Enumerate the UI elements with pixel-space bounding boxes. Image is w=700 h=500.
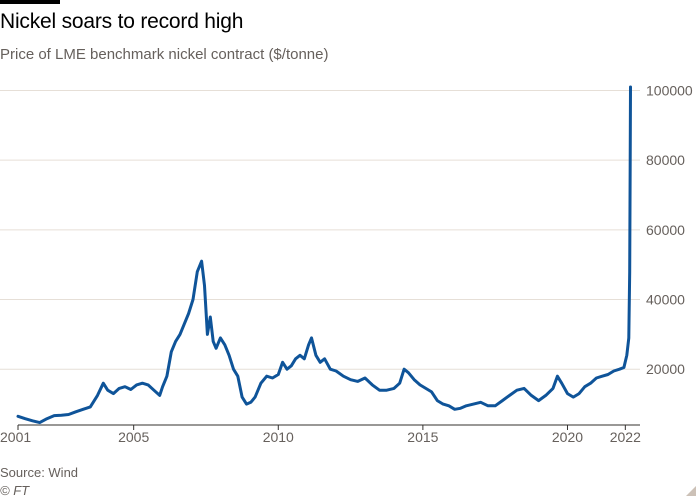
y-tick-label: 60000 [646,222,685,238]
copyright: © FT [0,483,30,498]
chart-title: Nickel soars to record high [0,10,244,33]
x-tick-label: 2005 [118,429,149,445]
y-axis: 20000 40000 60000 80000 100000 [646,82,693,377]
y-tick-label: 20000 [646,361,685,377]
y-tick-label: 100000 [646,82,693,98]
x-axis: 2001 2005 2010 2015 2020 2022 [0,424,641,445]
corner-fold-icon [686,486,696,496]
x-tick-label: 2020 [552,429,583,445]
gridlines [0,89,640,370]
x-tick-label: 2001 [0,429,31,445]
nickel-price-line [16,85,632,425]
x-tick-label: 2015 [407,429,438,445]
brand-bar [0,0,60,4]
y-tick-label: 80000 [646,152,685,168]
x-tick-label: 2022 [610,429,641,445]
series-layer [16,85,632,425]
chart-subtitle: Price of LME benchmark nickel contract (… [0,46,329,63]
x-tick-label: 2010 [263,429,294,445]
y-tick-label: 40000 [646,292,685,308]
source-note: Source: Wind [0,465,79,480]
